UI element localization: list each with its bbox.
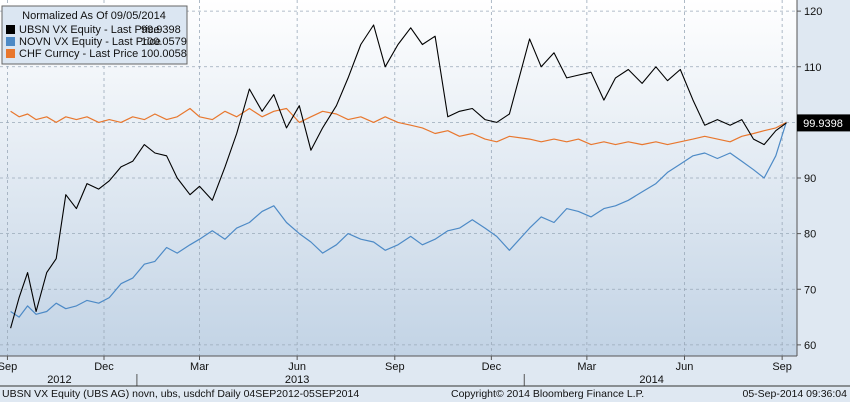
x-year-label: 2014 [639,374,663,386]
x-tick-label: Jun [288,361,306,373]
legend-swatch-chf [6,49,15,58]
series-layer [10,24,787,329]
x-year-label: 2012 [47,374,71,386]
legend-value-ubsn: 99.9398 [141,24,181,36]
legend-title: Normalized As Of 09/05/2014 [22,10,166,22]
y-tick-label: 90 [804,173,816,185]
series-line-ubsn [10,24,787,329]
legend-label-ubsn: UBSN VX Equity - Last Price [19,24,160,36]
x-tick-label: Sep [772,361,792,373]
x-tick-label: Sep [385,361,405,373]
series-line-chf [10,107,787,146]
y-tick-label: 60 [804,340,816,352]
footer-left: UBSN VX Equity (UBS AG) novn, ubs, usdch… [2,388,359,400]
footer-right: 05-Sep-2014 09:36:04 [742,388,847,400]
legend-value-novn: 100.0579 [141,36,187,48]
last-price-tag-label: 99.9398 [803,118,843,130]
x-tick-label: Mar [190,361,209,373]
y-tick-label: 80 [804,229,816,241]
last-price-tag: 99.9398 [797,114,850,132]
y-tick-label: 70 [804,284,816,296]
y-axis-ticks: 60 70 80 90 110 120 [797,6,822,352]
x-axis-ticks: Sep Dec Mar Jun Sep Dec Mar Jun Sep 2012 2013 2014 [0,356,792,386]
legend-swatch-ubsn [6,25,15,34]
x-tick-label: Dec [482,361,502,373]
legend-box [1,5,188,65]
x-year-label: 2013 [285,374,309,386]
y-tick-label: 120 [804,6,822,18]
last-price-tag-background [797,114,850,132]
x-tick-label: Mar [577,361,596,373]
legend-label-chf: CHF Curncy - Last Price [19,48,138,60]
footer-center: Copyright© 2014 Bloomberg Finance L.P. [451,388,644,400]
x-tick-label: Jun [676,361,694,373]
legend-swatch-novn [6,37,15,46]
y-tick-label: 110 [804,62,822,74]
legend-value-chf: 100.0058 [141,48,187,60]
x-tick-label: Dec [94,361,114,373]
x-tick-label: Sep [0,361,17,373]
legend-label-novn: NOVN VX Equity - Last Price [19,36,161,48]
legend: Normalized As Of 09/05/2014 UBSN VX Equi… [1,5,188,65]
series-line-novn [10,121,787,318]
